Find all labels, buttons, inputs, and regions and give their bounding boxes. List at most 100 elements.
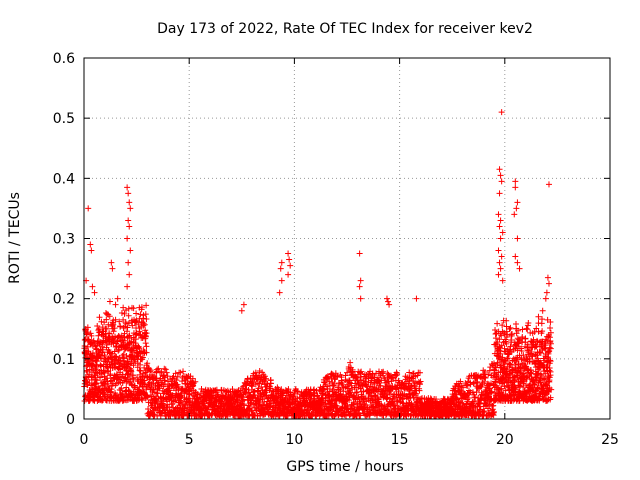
data-point [369, 397, 376, 404]
data-point [255, 385, 262, 392]
data-point [516, 265, 523, 272]
data-point [84, 343, 91, 350]
data-point [512, 184, 519, 191]
data-point [103, 325, 110, 332]
data-point [515, 361, 522, 368]
data-point [137, 361, 144, 368]
data-point [507, 324, 514, 331]
data-point [93, 361, 100, 368]
data-point [503, 355, 510, 362]
data-point [252, 369, 259, 376]
data-point [465, 395, 472, 402]
y-axis-label: ROTI / TECUs [7, 192, 23, 284]
data-point [464, 382, 471, 389]
data-point [496, 190, 503, 197]
data-point [490, 402, 497, 409]
data-point [89, 362, 96, 369]
data-point [547, 340, 554, 347]
data-point [539, 328, 546, 335]
data-point [472, 394, 479, 401]
data-point [91, 289, 98, 296]
data-point [192, 378, 199, 385]
data-point [115, 347, 122, 354]
data-point [172, 370, 179, 377]
data-point [547, 338, 554, 345]
data-point [518, 355, 525, 362]
data-point [512, 361, 519, 368]
data-point [542, 392, 549, 399]
data-point [161, 377, 168, 384]
data-point [525, 319, 532, 326]
data-point [545, 280, 552, 287]
data-point [106, 313, 113, 320]
data-point [108, 259, 115, 266]
data-point [524, 366, 531, 373]
data-point [481, 369, 488, 376]
data-point [106, 298, 113, 305]
data-point [154, 366, 161, 373]
x-tick-label: 25 [601, 432, 619, 448]
data-point [240, 301, 247, 308]
data-point [338, 379, 345, 386]
data-point [385, 298, 392, 305]
data-point [118, 310, 125, 317]
data-point [147, 367, 154, 374]
data-point [457, 378, 464, 385]
data-point [542, 342, 549, 349]
data-point [143, 316, 150, 323]
data-point [292, 398, 299, 405]
data-point [539, 316, 546, 323]
data-point [494, 320, 501, 327]
data-point [126, 271, 133, 278]
data-point [287, 262, 294, 269]
data-point [353, 389, 360, 396]
data-point [138, 304, 145, 311]
data-point [125, 387, 132, 394]
data-point [496, 336, 503, 343]
data-point [506, 325, 513, 332]
data-point [497, 348, 504, 355]
data-point [238, 307, 245, 314]
data-point [523, 325, 530, 332]
data-point [347, 389, 354, 396]
data-point [117, 365, 124, 372]
data-point [285, 250, 292, 257]
data-point [535, 313, 542, 320]
data-point [511, 211, 518, 218]
data-point [130, 305, 137, 312]
data-point [511, 378, 518, 385]
data-point [377, 382, 384, 389]
data-point [124, 324, 131, 331]
data-point [356, 250, 363, 257]
data-point [534, 384, 541, 391]
y-tick-label: 0 [66, 412, 75, 428]
data-point [497, 235, 504, 242]
data-point [346, 379, 353, 386]
data-point [128, 368, 135, 375]
data-point [144, 360, 151, 367]
data-point [355, 394, 362, 401]
data-point [383, 295, 390, 302]
data-point [544, 349, 551, 356]
y-tick-label: 0.3 [53, 232, 75, 248]
data-point [125, 312, 132, 319]
x-tick-label: 5 [185, 432, 194, 448]
data-point [413, 295, 420, 302]
data-point [499, 322, 506, 329]
data-point [121, 310, 128, 317]
data-point [356, 381, 363, 388]
data-point [91, 381, 98, 388]
data-point [325, 374, 332, 381]
data-point [518, 348, 525, 355]
data-point [257, 391, 264, 398]
data-point [499, 354, 506, 361]
data-point [98, 355, 105, 362]
data-point [88, 332, 95, 339]
data-point [509, 330, 516, 337]
data-point [495, 271, 502, 278]
data-point [155, 365, 162, 372]
data-point [356, 283, 363, 290]
data-point [519, 333, 526, 340]
data-point [343, 412, 350, 419]
data-point [174, 373, 181, 380]
